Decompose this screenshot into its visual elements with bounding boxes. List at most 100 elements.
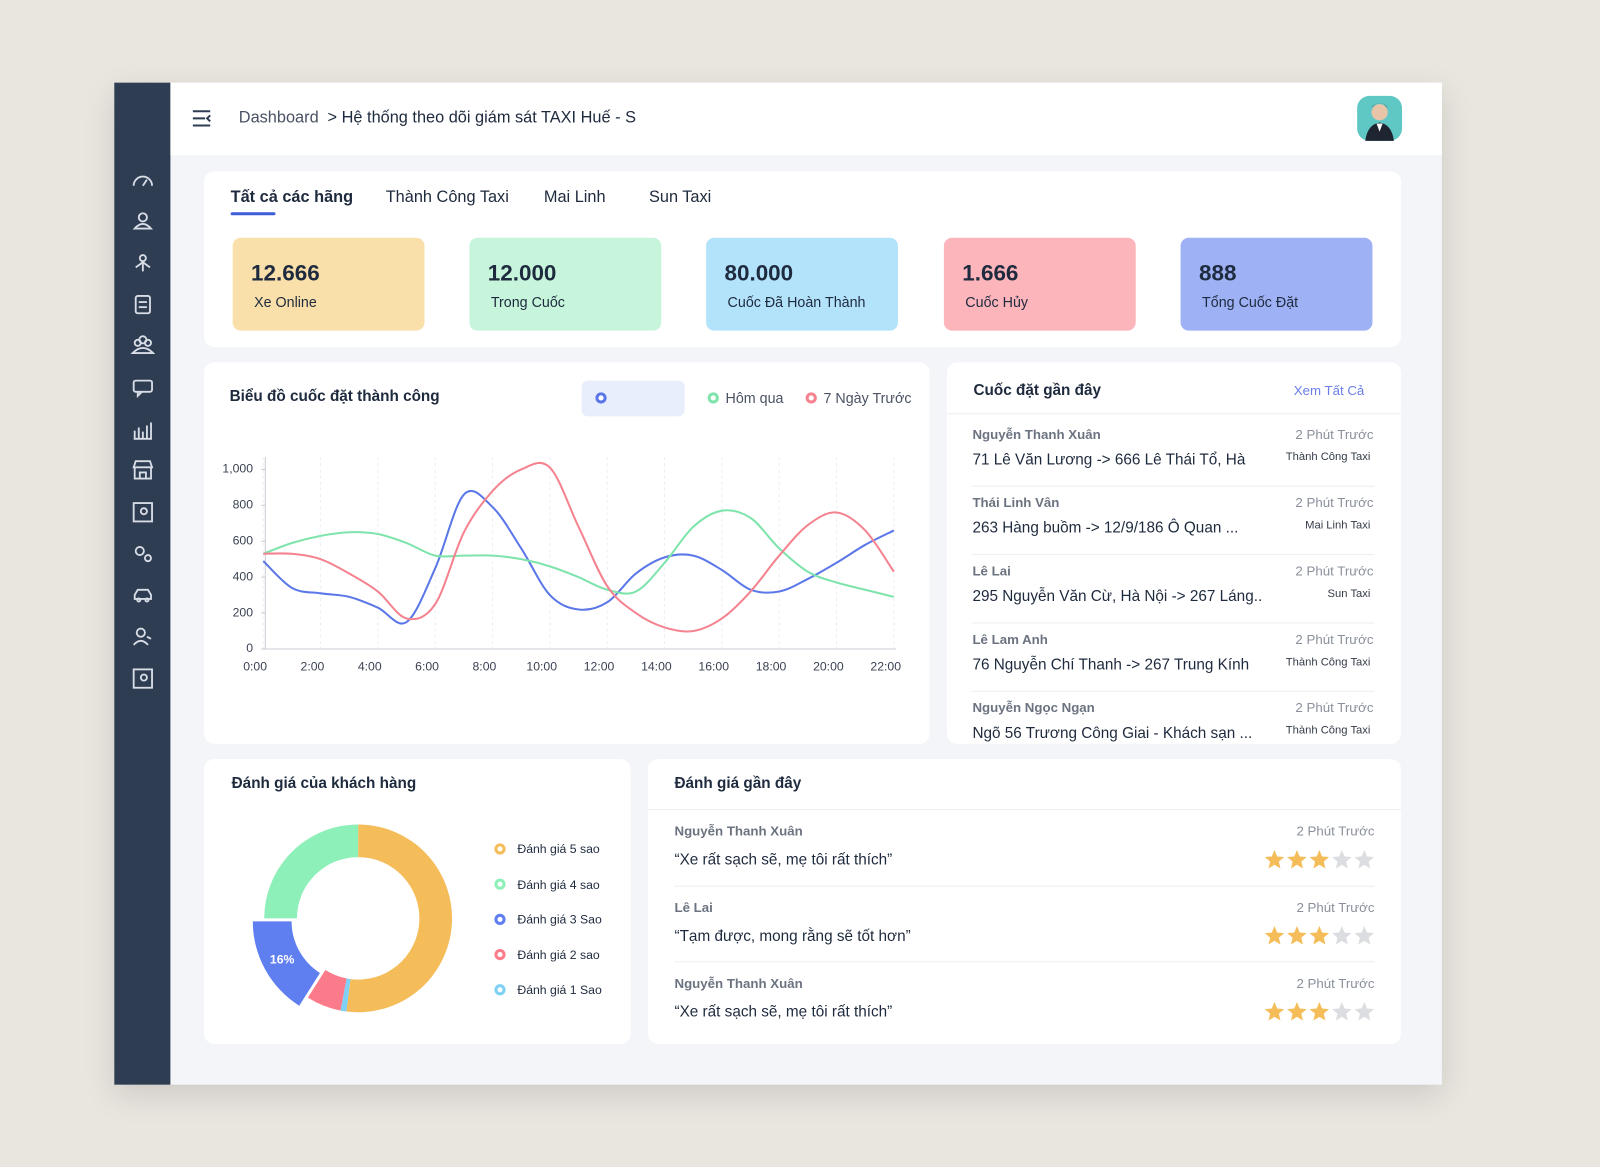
stat-value: 12.666	[251, 260, 320, 286]
review-comment: “Tạm được, mong rằng sẽ tốt hơn”	[674, 927, 911, 945]
avatar[interactable]	[1357, 95, 1403, 141]
y-tick-label: 800	[233, 498, 254, 512]
booking-route[interactable]: 295 Nguyễn Văn Cừ, Hà Nội -> 267 Láng..	[972, 587, 1263, 606]
chart-title: Biểu đồ cuốc đặt thành công	[229, 387, 440, 406]
divider	[971, 690, 1375, 692]
x-tick-label: 0:00	[243, 660, 267, 674]
stat-card	[232, 237, 425, 331]
legend-label[interactable]: Hôm qua	[725, 389, 784, 407]
review-name: Nguyễn Thanh Xuân	[674, 975, 803, 991]
bookings-panel	[946, 362, 1402, 744]
y-tick-label: 200	[233, 605, 254, 619]
booking-company: Mai Linh Taxi	[1305, 519, 1371, 532]
rating-star	[1287, 926, 1307, 945]
sidebar-icons[interactable]	[130, 175, 156, 689]
x-tick-label: 14:00	[641, 660, 672, 674]
review-comment: “Xe rất sạch sẽ, mẹ tôi rất thích”	[674, 1003, 893, 1021]
y-tick-label: 400	[233, 569, 254, 583]
view-all-link[interactable]: Xem Tất Cả	[1293, 382, 1365, 398]
booking-time: 2 Phút Trước	[1295, 426, 1374, 442]
menu-icon[interactable]	[192, 110, 211, 127]
booking-name: Nguyễn Ngọc Ngạn	[972, 699, 1095, 716]
booking-route[interactable]: 71 Lê Văn Lương -> 666 Lê Thái Tổ, Hà	[972, 451, 1246, 469]
legend-dot	[494, 984, 506, 996]
stat-card	[469, 237, 662, 331]
booking-name: Thái Linh Vân	[972, 494, 1060, 511]
rating-star	[1309, 926, 1330, 945]
stat-label: Cuốc Đã Hoàn Thành	[727, 293, 866, 311]
booking-time: 2 Phút Trước	[1295, 494, 1374, 511]
rating-star	[1309, 849, 1330, 869]
x-tick-label: 12:00	[584, 660, 615, 674]
stat-card	[943, 237, 1136, 331]
rating-star	[1287, 1002, 1307, 1021]
tab[interactable]: Sun Taxi	[648, 188, 712, 207]
donut-slice	[346, 824, 453, 1013]
booking-name: Lê Lai	[972, 563, 1011, 579]
booking-route[interactable]: 76 Nguyễn Chí Thanh -> 267 Trung Kính	[972, 656, 1250, 674]
x-tick-label: 18:00	[756, 660, 787, 674]
legend-label: Đánh giá 4 sao	[517, 877, 600, 892]
divider	[647, 809, 1402, 811]
legend-label: Đánh giá 1 Sao	[517, 982, 602, 997]
donut-slice	[340, 978, 351, 1012]
booking-company: Sun Taxi	[1327, 587, 1371, 600]
rating-star	[1354, 849, 1374, 869]
x-tick-label: 10:00	[526, 660, 557, 674]
line-series	[262, 509, 895, 598]
breadcrumb-path: > Hệ thống theo dõi giám sát TAXI Huế - …	[327, 109, 636, 127]
legend-label[interactable]: 7 Ngày Trước	[823, 389, 912, 407]
tab-underline	[230, 212, 276, 216]
line-chart-panel	[204, 362, 930, 744]
stat-value: 1.666	[962, 260, 1019, 286]
rating-star	[1264, 1002, 1285, 1021]
booking-company: Thành Công Taxi	[1285, 724, 1371, 737]
stat-label: Cuốc Hủy	[965, 293, 1029, 311]
rating-star	[1332, 849, 1352, 869]
legend-dot	[805, 392, 817, 404]
review-name: Lê Lai	[674, 899, 713, 915]
y-tick-label: 1,000	[222, 462, 253, 476]
stat-label: Xe Online	[254, 293, 317, 311]
rating-star	[1287, 849, 1307, 869]
legend-label: Đánh giá 5 sao	[517, 841, 600, 857]
slice-label: 16%	[270, 952, 295, 966]
y-tick-label: 600	[233, 533, 254, 547]
booking-route[interactable]: Ngõ 56 Trương Công Giai - Khách sạn ...	[972, 724, 1253, 742]
tab[interactable]: Tất cả các hãng	[230, 188, 354, 207]
legend-dot	[494, 843, 506, 855]
panel-title: Cuốc đặt gần đây	[973, 381, 1102, 399]
booking-name: Lê Lam Anh	[972, 631, 1048, 647]
rating-star	[1354, 926, 1374, 945]
review-time: 2 Phút Trước	[1296, 899, 1375, 915]
divider	[971, 554, 1375, 556]
x-tick-label: 16:00	[698, 660, 729, 674]
line-series	[263, 461, 895, 633]
booking-company: Thành Công Taxi	[1285, 451, 1371, 464]
booking-route[interactable]: 263 Hàng buồm -> 12/9/186 Ô Quan ...	[972, 519, 1239, 537]
legend-dot	[494, 878, 506, 890]
divider	[971, 485, 1375, 487]
legend-dot	[494, 913, 506, 925]
reviews-panel	[647, 759, 1402, 1044]
review-comment: “Xe rất sạch sẽ, mẹ tôi rất thích”	[674, 851, 893, 869]
tab[interactable]: Mai Linh	[543, 188, 606, 207]
rating-star	[1309, 1002, 1330, 1021]
legend-dot	[595, 392, 607, 404]
divider	[971, 622, 1375, 624]
header	[170, 82, 1442, 156]
rating-star	[1264, 849, 1285, 869]
y-tick-label: 0	[246, 641, 253, 655]
review-time: 2 Phút Trước	[1296, 823, 1375, 839]
rating-star	[1332, 926, 1352, 945]
breadcrumb-root[interactable]: Dashboard	[238, 109, 319, 127]
review-time: 2 Phút Trước	[1296, 975, 1375, 991]
tab[interactable]: Thành Công Taxi	[385, 188, 509, 207]
divider	[674, 885, 1375, 887]
legend-label: Đánh giá 2 sao	[517, 947, 600, 962]
booking-company: Thành Công Taxi	[1285, 656, 1371, 669]
divider	[674, 961, 1375, 963]
line-series	[262, 489, 895, 625]
